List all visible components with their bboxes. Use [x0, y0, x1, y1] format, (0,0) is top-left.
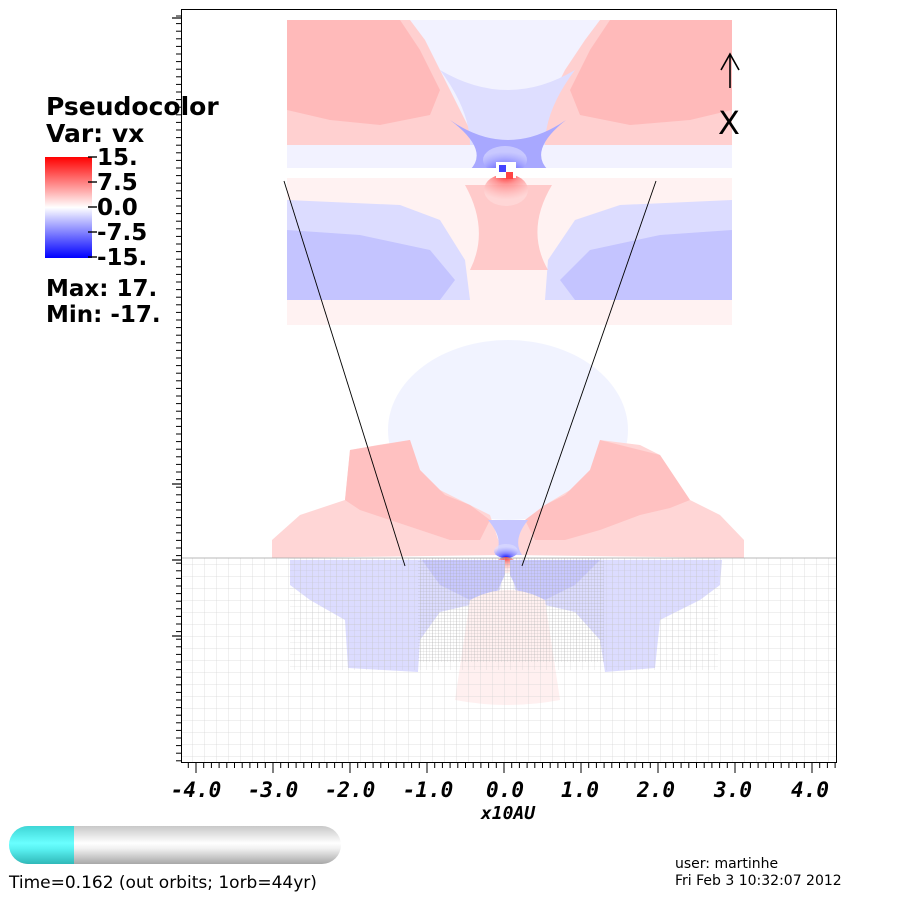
timestamp: Fri Feb 3 10:32:07 2012 [675, 873, 842, 889]
colorbar-tick-label: 0.0 [97, 195, 138, 221]
time-label: Time=0.162 (out orbits; 1orb=44yr) [9, 873, 317, 893]
colorbar-tick-label: 15. [97, 145, 138, 171]
x-tick-label: -4.0 [170, 778, 222, 802]
colorbar-tick-label: 7.5 [97, 170, 138, 196]
legend-title: Pseudocolor [46, 92, 219, 121]
x-tick-label: -2.0 [324, 778, 376, 802]
x-tick-label: -3.0 [247, 778, 299, 802]
orientation-axis-label: X [718, 104, 740, 142]
colorbar-ticks [88, 156, 97, 258]
legend-variable: Var: vx [46, 119, 145, 148]
x-tick-label: 3.0 [714, 778, 752, 802]
colorbar [45, 157, 92, 258]
zoom-inset-view [287, 20, 732, 325]
zoom-connector-right [521, 180, 657, 567]
x-tick-label: 4.0 [791, 778, 829, 802]
main-field-view [182, 340, 836, 762]
x-tick-label: 0.0 [486, 778, 524, 802]
colorbar-tick-label: -15. [97, 245, 148, 271]
axis-ticks [172, 15, 836, 773]
user-name: user: martinhe [675, 856, 779, 872]
up-arrow-icon [720, 52, 740, 88]
zoom-connector-left [283, 180, 406, 567]
x-tick-label: -1.0 [402, 778, 454, 802]
max-value: Max: 17. [46, 276, 158, 302]
time-slider-fill [9, 826, 74, 864]
min-value: Min: -17. [46, 302, 161, 328]
time-slider[interactable] [9, 826, 341, 864]
colorbar-tick-label: -7.5 [97, 220, 148, 246]
x-tick-label: 2.0 [637, 778, 675, 802]
x-tick-label: 1.0 [561, 778, 599, 802]
x-axis-title: x10AU [480, 803, 536, 824]
